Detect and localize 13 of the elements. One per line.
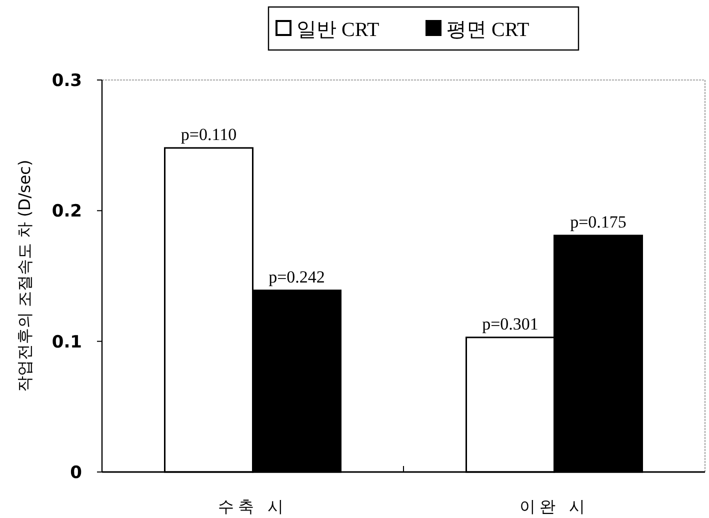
- x-tick-label: 이완 시: [520, 497, 589, 516]
- y-tick-label: 0.3: [52, 71, 82, 91]
- y-tick-label: 0.2: [52, 202, 82, 222]
- y-tick-label: 0: [70, 463, 82, 483]
- annotation: p=0.242: [268, 267, 325, 286]
- annotation: p=0.110: [180, 124, 237, 144]
- y-axis-title: 작업전후의 조절속도 차 (D/sec): [15, 160, 34, 392]
- annotation: p=0.175: [570, 212, 626, 232]
- x-tick-label: 수축 시: [218, 497, 288, 516]
- legend-label: 일반 CRT: [296, 19, 380, 41]
- y-tick-label: 0.1: [52, 332, 82, 352]
- legend-label: 평면 CRT: [446, 19, 530, 41]
- annotation: p=0.301: [482, 314, 538, 334]
